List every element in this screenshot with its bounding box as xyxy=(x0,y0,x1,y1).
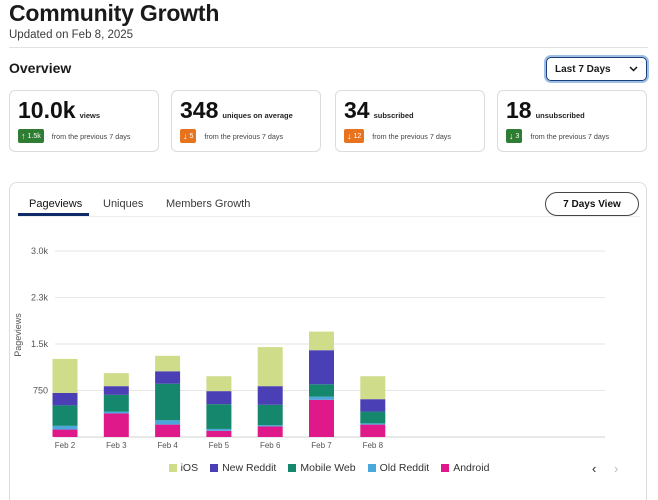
legend-item-old-reddit[interactable]: Old Reddit xyxy=(367,462,430,474)
tab-pageviews[interactable]: Pageviews xyxy=(29,198,83,210)
chart-card xyxy=(9,182,647,500)
chevron-right-icon[interactable]: › xyxy=(614,461,619,476)
stat-card-uniques: 348 uniques on average ↓ 5 from the previo… xyxy=(171,90,321,152)
arrow-down-icon: ↓ xyxy=(183,130,188,141)
stat-unit: uniques on average xyxy=(222,111,293,120)
stat-unit: subscribed xyxy=(373,111,414,120)
legend-item-ios[interactable]: iOS xyxy=(168,462,199,474)
stat-note: from the previous 7 days xyxy=(51,131,131,141)
legend-swatch xyxy=(168,464,177,472)
legend-label: iOS xyxy=(180,462,199,474)
header-divider xyxy=(9,47,648,48)
legend-item-android[interactable]: Android xyxy=(441,462,489,474)
change-badge: ↓ 5 xyxy=(180,129,197,143)
chevron-left-icon[interactable]: ‹ xyxy=(592,461,597,476)
arrow-up-icon: ↑ xyxy=(21,130,26,141)
tab-uniques[interactable]: Uniques xyxy=(103,198,144,210)
badge-value: 12 xyxy=(353,132,362,140)
legend-swatch xyxy=(367,464,376,472)
stat-note: from the previous 7 days xyxy=(372,131,451,141)
legend-label: New Reddit xyxy=(222,462,277,474)
change-badge: ↓ 12 xyxy=(344,129,365,143)
legend-swatch xyxy=(441,464,450,472)
seven-days-view-button[interactable]: 7 Days View xyxy=(545,192,639,216)
date-range-value: Last 7 Days xyxy=(555,63,611,75)
stat-note: from the previous 7 days xyxy=(530,131,610,141)
change-badge: ↑ 1.5k xyxy=(18,129,44,143)
stat-unit: views xyxy=(79,111,100,120)
legend-swatch xyxy=(210,464,219,472)
updated-timestamp: Updated on Feb 8, 2025 xyxy=(9,29,134,41)
legend-label: Mobile Web xyxy=(300,462,356,474)
stat-value: 10.0k xyxy=(18,97,76,123)
legend-item-new-reddit[interactable]: New Reddit xyxy=(210,462,276,474)
arrow-down-icon: ↓ xyxy=(347,130,352,141)
stat-value: 18 xyxy=(506,97,532,123)
stat-card-unsubscribed: 18 unsubscribed ↓ 3 from the previous 7 da… xyxy=(497,90,647,152)
badge-value: 5 xyxy=(189,132,194,140)
legend-label: Android xyxy=(453,462,490,474)
chart-legend: iOS New Reddit Mobile Web Old Reddit And… xyxy=(0,462,658,474)
stat-note: from the previous 7 days xyxy=(204,131,284,141)
active-tab-indicator xyxy=(18,213,89,216)
badge-value: 1.5k xyxy=(27,132,41,140)
chevron-down-icon xyxy=(629,66,638,72)
page-title: Community Growth xyxy=(9,0,220,26)
overview-heading: Overview xyxy=(9,60,72,76)
stat-value: 34 xyxy=(344,97,370,123)
stat-card-views: 10.0k views ↑ 1.5k from the previous 7 day… xyxy=(9,90,159,152)
stat-value: 348 xyxy=(180,97,219,123)
legend-item-mobile-web[interactable]: Mobile Web xyxy=(288,462,356,474)
arrow-down-icon: ↓ xyxy=(509,130,514,141)
stat-unit: unsubscribed xyxy=(535,111,585,120)
date-range-select[interactable]: Last 7 Days xyxy=(546,57,647,81)
stat-card-subscribed: 34 subscribed ↓ 12 from the previous 7 day… xyxy=(335,90,485,152)
change-badge: ↓ 3 xyxy=(506,129,523,143)
badge-value: 3 xyxy=(515,132,520,140)
tabs-divider xyxy=(18,216,640,217)
tab-members-growth[interactable]: Members Growth xyxy=(166,198,251,210)
legend-swatch xyxy=(288,464,297,472)
legend-label: Old Reddit xyxy=(379,462,430,474)
